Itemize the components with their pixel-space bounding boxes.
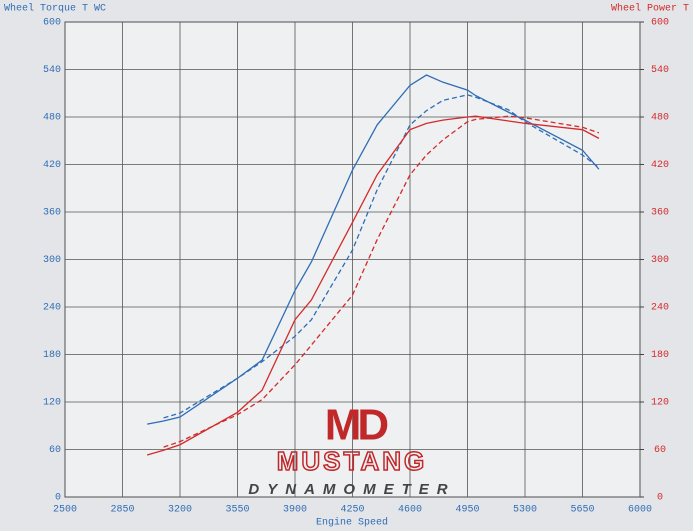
y2-axis-label: Wheel Power T — [611, 3, 689, 15]
x-tick-label: 5300 — [513, 505, 537, 516]
y-tick-label: 180 — [43, 350, 61, 361]
y2-tick-label: 0 — [657, 493, 663, 504]
y2-tick-label: 300 — [651, 255, 669, 266]
x-tick-label: 2850 — [110, 505, 134, 516]
logo-mark: MD — [325, 401, 388, 450]
y-tick-label: 120 — [43, 398, 61, 409]
x-tick-label: 3550 — [225, 505, 249, 516]
logo-subtitle: DYNAMOMETER — [248, 481, 455, 498]
y-tick-label: 60 — [49, 445, 61, 456]
series-line — [163, 94, 600, 419]
y-tick-label: 600 — [43, 18, 61, 29]
y2-tick-label: 540 — [651, 65, 669, 76]
x-tick-label: 4950 — [455, 505, 479, 516]
y2-tick-label: 60 — [654, 445, 666, 456]
x-tick-label: 4250 — [340, 505, 364, 516]
y-tick-label: 300 — [43, 255, 61, 266]
y2-tick-label: 360 — [651, 208, 669, 219]
x-axis-label: Engine Speed — [316, 517, 388, 529]
y-tick-label: 240 — [43, 303, 61, 314]
y-tick-label: 420 — [43, 160, 61, 171]
y2-tick-label: 600 — [651, 18, 669, 29]
logo-name: MUSTANG — [277, 446, 428, 476]
y2-tick-label: 120 — [651, 398, 669, 409]
x-tick-label: 4600 — [398, 505, 422, 516]
y2-tick-label: 240 — [651, 303, 669, 314]
series-line — [146, 115, 600, 456]
x-tick-label: 2500 — [53, 505, 77, 516]
y-tick-label: 360 — [43, 208, 61, 219]
y-tick-label: 480 — [43, 113, 61, 124]
y2-tick-label: 480 — [651, 113, 669, 124]
y-axis-label: Wheel Torque T WC — [4, 3, 106, 15]
x-tick-label: 5650 — [570, 505, 594, 516]
series-line — [163, 115, 600, 448]
x-tick-label: 3900 — [283, 505, 307, 516]
x-tick-label: 6000 — [628, 505, 652, 516]
x-tick-label: 3200 — [168, 505, 192, 516]
y-tick-label: 0 — [55, 493, 61, 504]
y-tick-label: 540 — [43, 65, 61, 76]
y2-tick-label: 420 — [651, 160, 669, 171]
y2-tick-label: 180 — [651, 350, 669, 361]
